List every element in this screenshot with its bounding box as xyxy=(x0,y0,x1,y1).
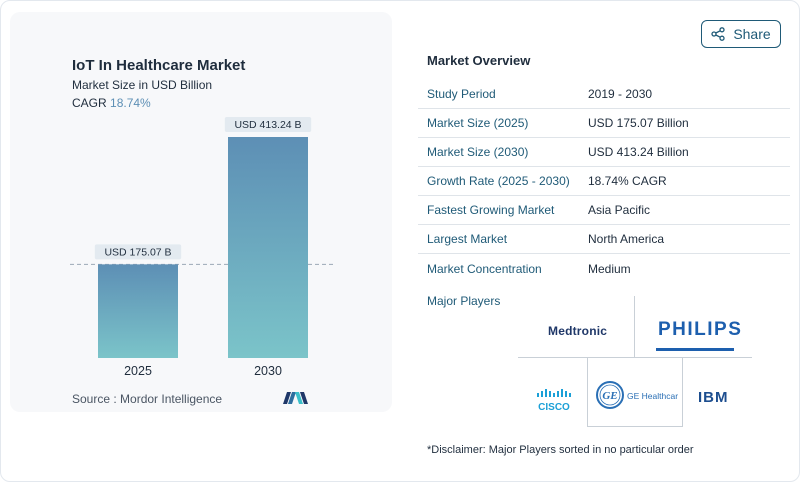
bar-2030 xyxy=(228,137,308,358)
grid-divider xyxy=(682,357,683,427)
ge-monogram-icon: GE GE Healthcare xyxy=(596,381,683,409)
share-label: Share xyxy=(733,26,771,42)
cagr-value: 18.74% xyxy=(110,96,151,110)
bar-value-label: USD 413.24 B xyxy=(234,119,301,131)
overview-row-study-period: Study Period 2019 - 2030 xyxy=(418,80,790,109)
chart-subtitle: Market Size in USD Billion xyxy=(72,78,213,92)
row-label: Market Size (2030) xyxy=(427,145,529,159)
row-label: Study Period xyxy=(427,87,496,101)
bar-2025 xyxy=(98,264,178,358)
overview-title: Market Overview xyxy=(427,53,531,68)
row-value: USD 413.24 Billion xyxy=(588,145,689,159)
chart-card: USD 175.07 B 2025 USD 413.24 B 2030 IoT In … xyxy=(10,12,392,412)
medtronic-logo: Medtronic xyxy=(548,324,608,338)
major-players-label: Major Players xyxy=(427,294,501,308)
row-value: North America xyxy=(588,232,665,246)
grid-divider xyxy=(587,357,588,427)
overview-row-fastest-growing: Fastest Growing Market Asia Pacific xyxy=(418,196,790,225)
overview-row-growth-rate: Growth Rate (2025 - 2030) 18.74% CAGR xyxy=(418,167,790,196)
overview-row-concentration: Market Concentration Medium xyxy=(418,254,790,283)
row-value: Asia Pacific xyxy=(588,203,651,217)
chart-title: IoT In Healthcare Market xyxy=(72,57,246,74)
x-tick-label: 2025 xyxy=(124,364,152,378)
overview-row-market-size-2030: Market Size (2030) USD 413.24 Billion xyxy=(418,138,790,167)
bar-value-label-bg xyxy=(224,117,312,132)
row-label: Growth Rate (2025 - 2030) xyxy=(427,174,570,188)
ge-healthcare-wordmark: GE Healthcare xyxy=(627,391,678,401)
cisco-logo: CISCO xyxy=(536,388,572,417)
row-label: Market Size (2025) xyxy=(427,116,529,130)
row-label: Fastest Growing Market xyxy=(427,203,555,217)
row-label: Largest Market xyxy=(427,232,508,246)
ge-healthcare-logo: GE GE Healthcare xyxy=(596,379,683,416)
share-icon xyxy=(711,27,725,41)
bar-value-label: USD 175.07 B xyxy=(104,246,171,258)
cagr-line: CAGR 18.74% xyxy=(72,96,151,110)
ibm-logo: IBM xyxy=(698,389,729,406)
overview-table: Study Period 2019 - 2030 Market Size (20… xyxy=(418,80,790,283)
grid-divider xyxy=(587,426,683,427)
overview-row-market-size-2025: Market Size (2025) USD 175.07 Billion xyxy=(418,109,790,138)
source-text: Source : Mordor Intelligence xyxy=(72,392,223,406)
grid-divider xyxy=(634,296,635,358)
grid-divider xyxy=(518,357,752,358)
ge-monogram-text: GE xyxy=(602,390,617,402)
share-button[interactable]: Share xyxy=(701,20,781,48)
cisco-wordmark: CISCO xyxy=(538,402,570,412)
x-tick-label: 2030 xyxy=(254,364,282,378)
bar-chart: USD 175.07 B 2025 USD 413.24 B 2030 xyxy=(70,117,336,378)
mordor-intelligence-logo-icon xyxy=(283,392,308,404)
cagr-label: CAGR xyxy=(72,96,107,110)
overview-row-largest-market: Largest Market North America xyxy=(418,225,790,254)
philips-logo: PHILIPS xyxy=(658,319,743,340)
cisco-bridge-icon: CISCO xyxy=(537,389,571,413)
philips-logo-underline xyxy=(656,348,734,351)
disclaimer-text: *Disclaimer: Major Players sorted in no … xyxy=(427,444,694,456)
bar-value-label-bg xyxy=(94,244,182,260)
row-value: 18.74% CAGR xyxy=(588,174,667,188)
row-label: Market Concentration xyxy=(427,261,542,276)
row-value: 2019 - 2030 xyxy=(588,87,653,101)
row-value: Medium xyxy=(588,261,631,276)
row-value: USD 175.07 Billion xyxy=(588,116,689,130)
